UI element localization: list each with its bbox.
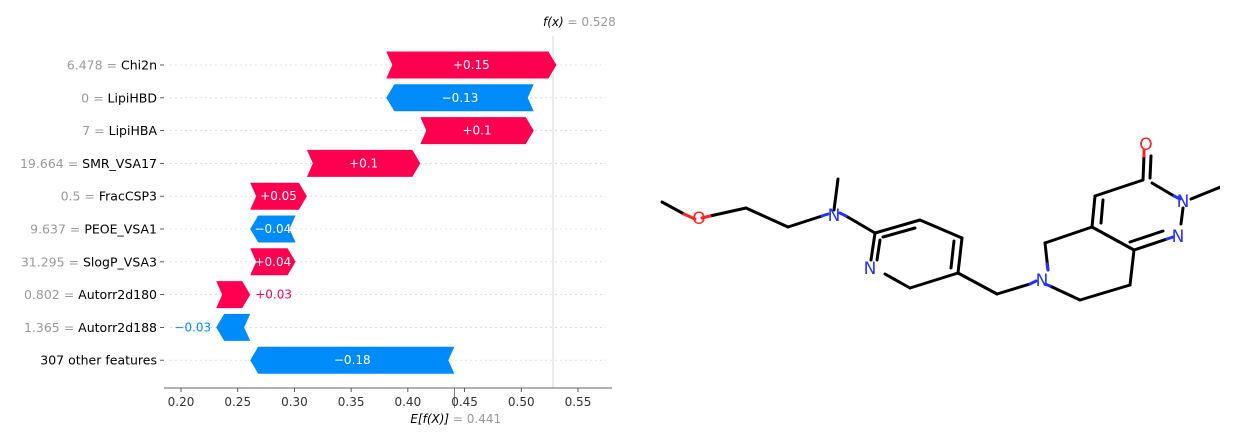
fx-annotation: f(x) = 0.528 xyxy=(543,15,616,29)
atom-nitrogen-pyridazinone: N xyxy=(1177,192,1190,212)
bars: +0.15 −0.13 +0.1 +0.1 +0.05 −0.04 +0.04 +0.03 −0… xyxy=(174,51,557,374)
atom-oxygen-carbonyl: O xyxy=(1139,135,1152,155)
feature-name: LipiHBA xyxy=(109,123,158,138)
feature-label: 9.637 = PEOE_VSA1 xyxy=(30,222,157,237)
molecule-structure: O N N N N N O xyxy=(660,135,1220,302)
feature-value: 0 = xyxy=(81,90,107,105)
bar-value-label: +0.1 xyxy=(462,124,491,138)
atom-nitrogen-imine: N xyxy=(1172,227,1185,247)
feature-value: 31.295 = xyxy=(21,254,83,269)
bar-autorr2d188 xyxy=(216,313,251,341)
feature-value: 9.637 = xyxy=(30,222,84,237)
feature-label: 307 other features xyxy=(40,353,157,368)
atom-oxygen-ether: O xyxy=(692,209,705,229)
bar-lipihbd xyxy=(386,84,534,112)
feature-label: 7 = LipiHBA xyxy=(82,123,157,138)
feature-value: 19.664 = xyxy=(20,156,82,171)
feature-label: 0 = LipiHBD xyxy=(81,90,157,105)
feature-name: 307 other features xyxy=(40,353,157,368)
feature-label: 1.365 = Autorr2d188 xyxy=(24,320,157,335)
feature-labels: 6.478 = Chi2n 0 = LipiHBD 7 = LipiHBA 19.66… xyxy=(20,58,157,368)
molecule-heteroatom-bonds xyxy=(682,148,1182,288)
molecule-atom-labels: O N N N N N O xyxy=(692,135,1189,291)
bar-value-label: −0.18 xyxy=(334,353,371,367)
feature-value: 6.478 = xyxy=(67,58,121,73)
x-tick-label: 0.30 xyxy=(281,395,308,409)
feature-value: 7 = xyxy=(82,123,108,138)
molecule-bonds xyxy=(660,154,1220,302)
x-tick-label: 0.40 xyxy=(394,395,421,409)
bar-smr-vsa17 xyxy=(306,149,421,177)
bar-chi2n xyxy=(386,51,557,79)
bar-307-other-features xyxy=(250,346,455,374)
bar-lipihba xyxy=(420,117,534,145)
feature-name: SMR_VSA17 xyxy=(82,156,157,171)
bar-slogp-vsa3 xyxy=(250,248,296,276)
bar-value-label: +0.1 xyxy=(349,156,378,170)
feature-label: 19.664 = SMR_VSA17 xyxy=(20,156,157,171)
feature-label: 0.802 = Autorr2d180 xyxy=(24,287,157,302)
bar-autorr2d180 xyxy=(216,281,251,309)
feature-name: Autorr2d188 xyxy=(78,320,157,335)
bar-value-label: +0.04 xyxy=(254,255,291,269)
atom-nitrogen-amine: N xyxy=(828,206,841,226)
feature-label: 0.5 = FracCSP3 xyxy=(61,189,157,204)
feature-label: 31.295 = SlogP_VSA3 xyxy=(21,254,157,269)
shap-waterfall-chart: +0.15 −0.13 +0.1 +0.1 +0.05 −0.04 +0.04 +0.03 −0… xyxy=(20,15,616,426)
x-tick-label: 0.25 xyxy=(224,395,251,409)
feature-name: LipiHBD xyxy=(108,90,157,105)
feature-name: SlogP_VSA3 xyxy=(83,254,157,269)
x-tick-label: 0.50 xyxy=(508,395,535,409)
bar-value-label: −0.04 xyxy=(254,222,291,236)
bar-value-label: +0.05 xyxy=(260,189,297,203)
bar-fraccsp3 xyxy=(250,182,307,210)
feature-name: Autorr2d180 xyxy=(78,287,157,302)
atom-nitrogen-ring: N xyxy=(1036,271,1049,291)
bar-value-label: +0.15 xyxy=(453,58,490,72)
expected-value-annotation: E[f(X)] = 0.441 xyxy=(410,412,501,426)
x-tick-label: 0.45 xyxy=(451,395,478,409)
bar-value-label: −0.13 xyxy=(442,91,479,105)
feature-value: 1.365 = xyxy=(24,320,78,335)
feature-name: PEOE_VSA1 xyxy=(84,222,157,237)
x-tick-label: 0.55 xyxy=(565,395,592,409)
feature-value: 0.802 = xyxy=(24,287,78,302)
feature-label: 6.478 = Chi2n xyxy=(67,58,157,73)
bar-value-label: −0.03 xyxy=(174,320,211,334)
x-tick-label: 0.20 xyxy=(168,395,195,409)
atom-nitrogen-pyridine: N xyxy=(864,259,877,279)
bar-value-label: +0.03 xyxy=(255,288,292,302)
feature-name: Chi2n xyxy=(121,58,157,73)
feature-name: FracCSP3 xyxy=(99,189,157,204)
bar-peoe-vsa1 xyxy=(250,215,296,243)
feature-value: 0.5 = xyxy=(61,189,99,204)
x-axis: 0.20 0.25 0.30 0.35 0.40 0.45 0.50 0.55 xyxy=(160,64,612,409)
x-tick-label: 0.35 xyxy=(338,395,365,409)
